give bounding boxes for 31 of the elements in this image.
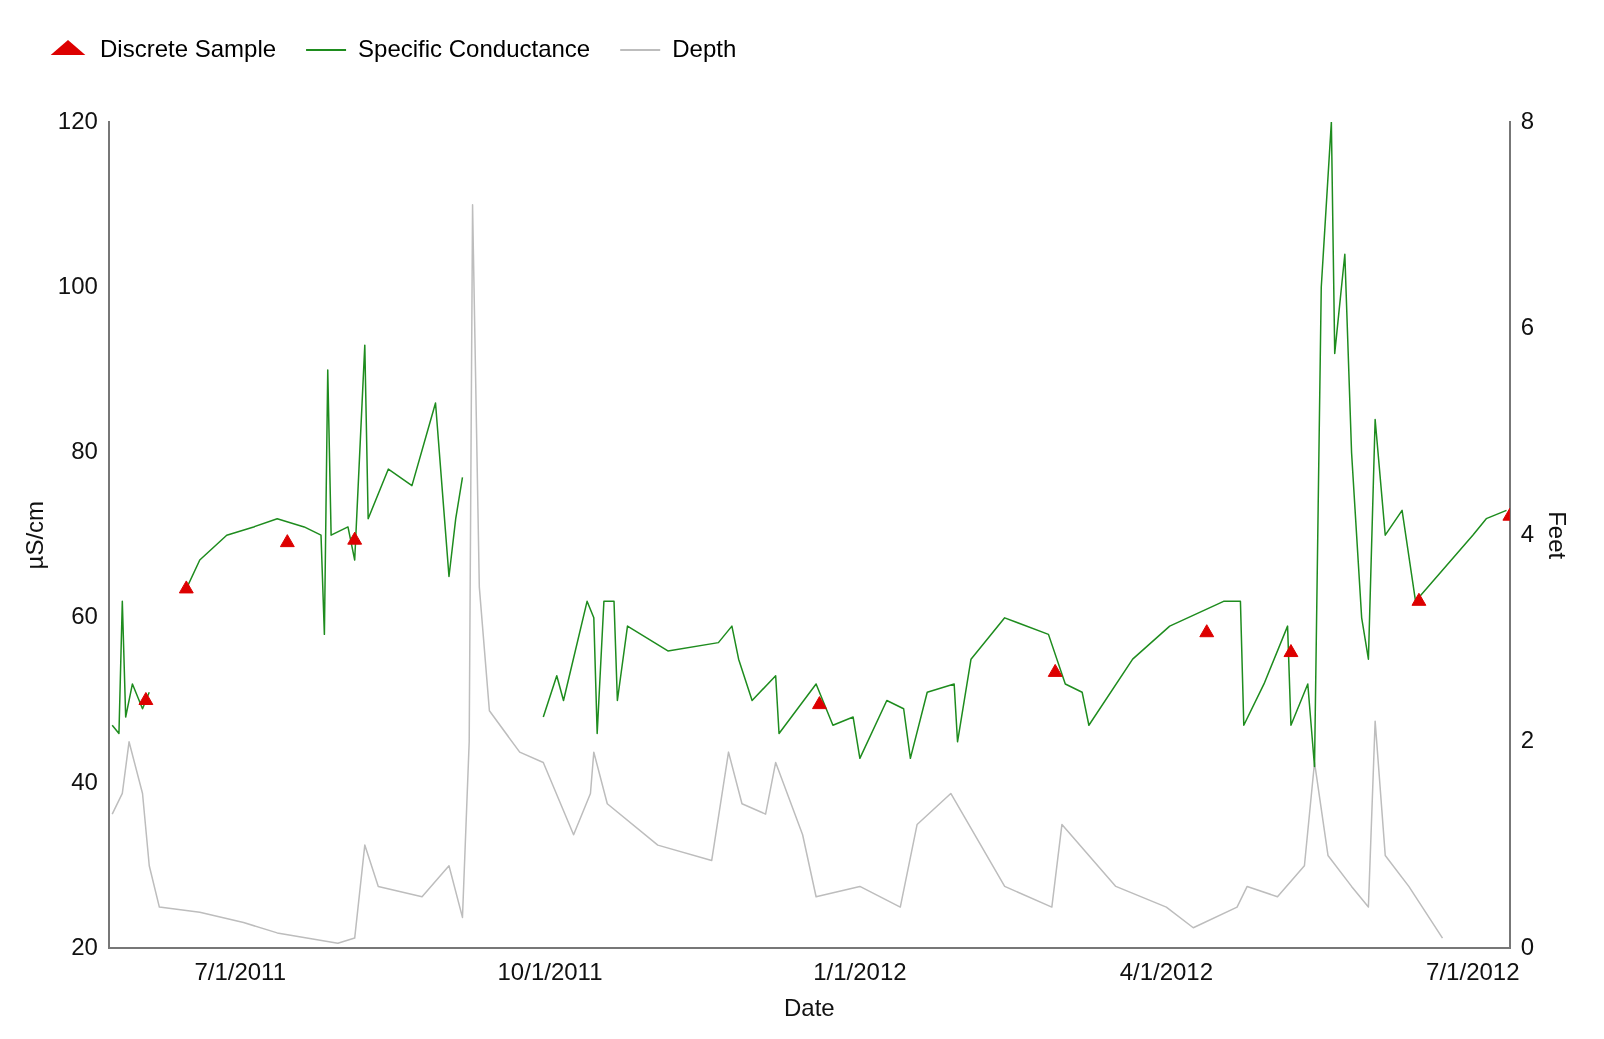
y2-axis-title: Feet xyxy=(1543,511,1571,560)
y-tick-label: 60 xyxy=(71,602,98,630)
y-axis-title: µS/cm xyxy=(21,500,49,570)
y-tick-label: 80 xyxy=(71,437,98,465)
x-tick-label: 1/1/2012 xyxy=(813,958,907,986)
legend-label: Discrete Sample xyxy=(100,34,277,62)
point xyxy=(1199,624,1215,638)
legend-label: Specific Conductance xyxy=(358,34,591,62)
y2-tick-label: 4 xyxy=(1520,519,1535,547)
y-tick-label: 100 xyxy=(57,271,98,299)
x-tick-label: 4/1/2012 xyxy=(1119,958,1214,986)
point xyxy=(812,696,827,710)
y-tick-label: 20 xyxy=(71,933,98,961)
point xyxy=(279,534,295,548)
point xyxy=(347,531,363,545)
point xyxy=(178,580,194,594)
point xyxy=(138,691,154,705)
point xyxy=(1411,592,1427,606)
x-tick-label: 7/1/2012 xyxy=(1426,958,1520,986)
point xyxy=(1047,663,1063,677)
x-tick-label: 10/1/2011 xyxy=(497,958,603,986)
y2-tick-label: 0 xyxy=(1520,933,1535,961)
x-axis-title: Date xyxy=(784,994,835,1022)
y2-tick-label: 2 xyxy=(1520,726,1535,754)
y-tick-label: 120 xyxy=(57,106,98,134)
x-tick-label: 7/1/2011 xyxy=(194,958,287,986)
point xyxy=(1283,644,1299,658)
y2-tick-label: 8 xyxy=(1520,106,1535,134)
legend-label: Depth xyxy=(672,34,737,62)
y-tick-label: 40 xyxy=(71,767,98,795)
y2-tick-label: 6 xyxy=(1520,313,1535,341)
